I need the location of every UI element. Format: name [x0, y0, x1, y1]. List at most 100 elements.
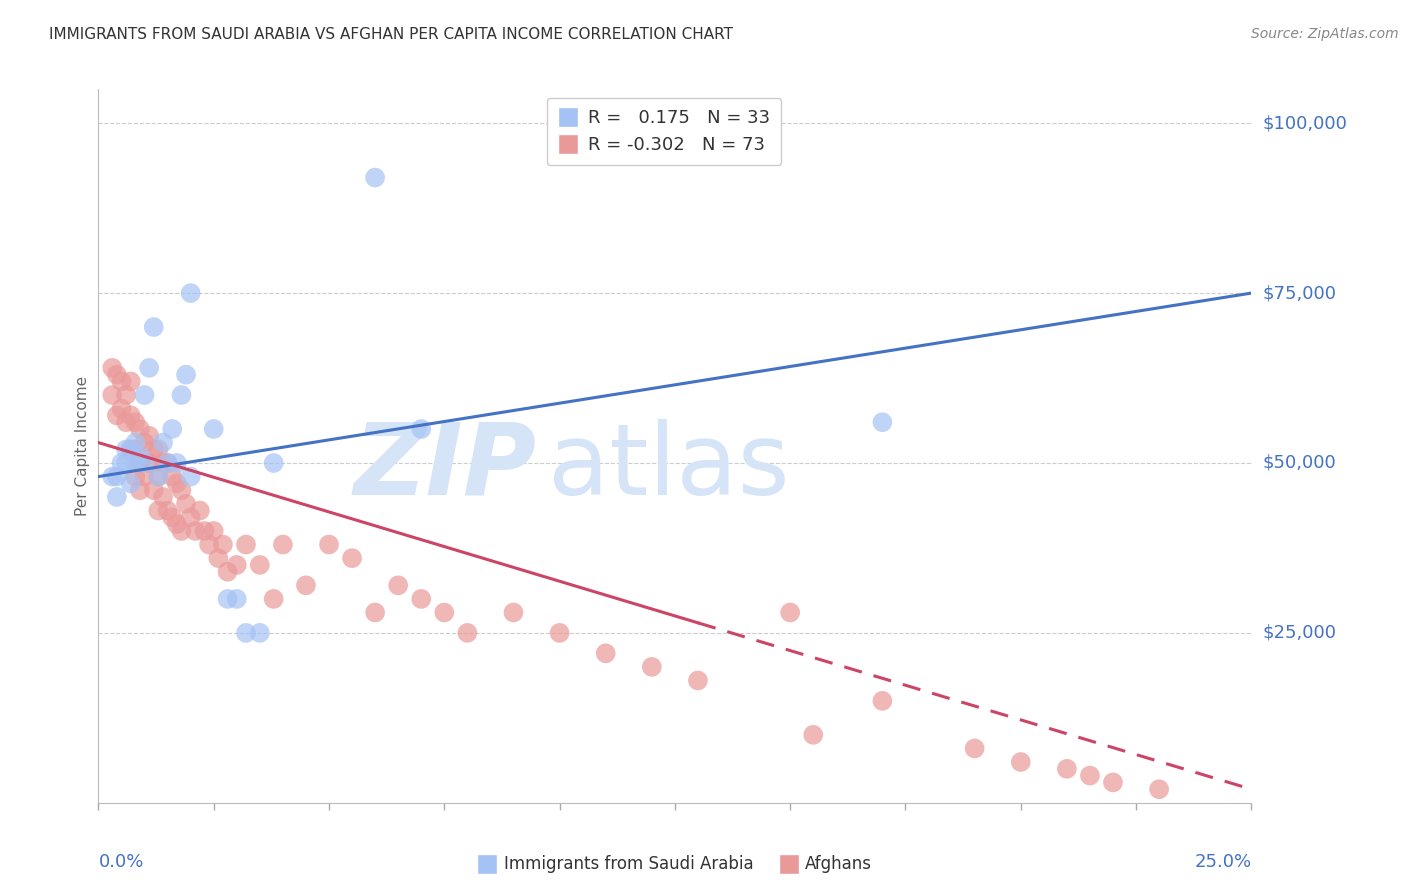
Point: [110, 375, 132, 389]
Point: [170, 524, 193, 538]
Point: [225, 591, 247, 606]
Point: [129, 456, 152, 470]
Point: [115, 388, 138, 402]
Point: [166, 517, 188, 532]
Point: [124, 469, 146, 483]
Point: [364, 170, 387, 185]
Point: [129, 483, 152, 498]
Text: 0.0%: 0.0%: [98, 853, 143, 871]
Point: [134, 469, 156, 483]
Point: [110, 401, 132, 416]
Point: [198, 537, 221, 551]
Point: [120, 409, 142, 423]
Point: [101, 388, 124, 402]
Point: [170, 483, 193, 498]
Text: Source: ZipAtlas.com: Source: ZipAtlas.com: [1251, 27, 1399, 41]
Point: [263, 456, 285, 470]
Point: [411, 591, 433, 606]
Point: [295, 578, 318, 592]
Point: [105, 490, 128, 504]
Point: [148, 469, 170, 483]
Point: [207, 551, 229, 566]
Point: [180, 510, 202, 524]
Point: [148, 469, 170, 483]
Point: [134, 388, 156, 402]
Point: [249, 558, 271, 572]
Point: [872, 694, 894, 708]
Point: [156, 456, 179, 470]
Point: [152, 456, 174, 470]
Point: [212, 537, 235, 551]
Point: [1078, 769, 1101, 783]
Point: [686, 673, 709, 688]
Text: ZIP: ZIP: [353, 419, 537, 516]
Legend: Immigrants from Saudi Arabia, Afghans: Immigrants from Saudi Arabia, Afghans: [471, 849, 879, 880]
Point: [138, 429, 160, 443]
Point: [180, 286, 202, 301]
Point: [502, 606, 524, 620]
Point: [364, 606, 387, 620]
Point: [779, 606, 801, 620]
Point: [249, 626, 271, 640]
Point: [142, 442, 165, 457]
Point: [166, 456, 188, 470]
Text: $50,000: $50,000: [1263, 454, 1336, 472]
Point: [340, 551, 363, 566]
Point: [105, 469, 128, 483]
Point: [433, 606, 456, 620]
Point: [456, 626, 478, 640]
Point: [160, 510, 183, 524]
Point: [202, 524, 225, 538]
Point: [225, 558, 247, 572]
Text: $75,000: $75,000: [1263, 284, 1337, 302]
Point: [801, 728, 824, 742]
Point: [271, 537, 294, 551]
Point: [152, 435, 174, 450]
Point: [217, 591, 239, 606]
Point: [411, 422, 433, 436]
Point: [124, 456, 146, 470]
Point: [318, 537, 340, 551]
Text: $100,000: $100,000: [1263, 114, 1347, 132]
Point: [387, 578, 409, 592]
Point: [1056, 762, 1078, 776]
Point: [1102, 775, 1125, 789]
Point: [160, 469, 183, 483]
Point: [235, 537, 257, 551]
Point: [166, 476, 188, 491]
Text: 25.0%: 25.0%: [1194, 853, 1251, 871]
Point: [1010, 755, 1032, 769]
Point: [120, 442, 142, 457]
Point: [1147, 782, 1170, 797]
Point: [101, 469, 124, 483]
Point: [124, 435, 146, 450]
Point: [124, 415, 146, 429]
Point: [120, 375, 142, 389]
Point: [160, 422, 183, 436]
Text: IMMIGRANTS FROM SAUDI ARABIA VS AFGHAN PER CAPITA INCOME CORRELATION CHART: IMMIGRANTS FROM SAUDI ARABIA VS AFGHAN P…: [49, 27, 733, 42]
Point: [174, 497, 197, 511]
Point: [105, 368, 128, 382]
Text: $25,000: $25,000: [1263, 624, 1337, 642]
Point: [156, 503, 179, 517]
Point: [148, 503, 170, 517]
Point: [105, 409, 128, 423]
Point: [134, 435, 156, 450]
Point: [963, 741, 986, 756]
Point: [184, 524, 207, 538]
Y-axis label: Per Capita Income: Per Capita Income: [75, 376, 90, 516]
Point: [188, 503, 211, 517]
Point: [115, 456, 138, 470]
Point: [263, 591, 285, 606]
Text: atlas: atlas: [548, 419, 790, 516]
Point: [156, 456, 179, 470]
Point: [134, 456, 156, 470]
Point: [148, 442, 170, 457]
Point: [202, 422, 225, 436]
Point: [138, 360, 160, 375]
Point: [129, 449, 152, 463]
Point: [142, 483, 165, 498]
Point: [872, 415, 894, 429]
Point: [124, 442, 146, 457]
Point: [142, 320, 165, 334]
